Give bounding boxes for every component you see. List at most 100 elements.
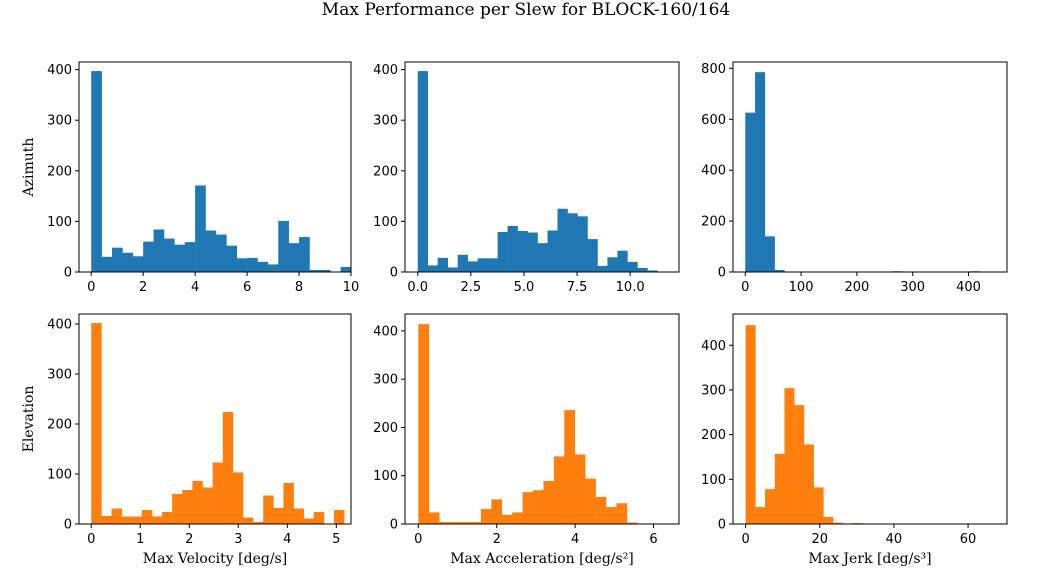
histogram-bar xyxy=(232,472,244,524)
histogram-bar xyxy=(236,258,248,272)
histogram-bar xyxy=(226,245,237,272)
histogram-bar xyxy=(784,388,795,524)
x-tick-label: 20 xyxy=(811,532,828,547)
y-tick-label: 100 xyxy=(47,215,72,230)
x-tick-label: 7.5 xyxy=(567,280,588,295)
histogram-bar xyxy=(794,405,805,524)
histogram-bar xyxy=(764,236,775,272)
histogram-bar xyxy=(637,267,648,272)
histogram-bar xyxy=(626,522,638,524)
histogram-bar xyxy=(577,216,588,272)
histogram-bar xyxy=(745,325,756,524)
histogram-bar xyxy=(293,508,304,524)
histogram-bar xyxy=(205,230,217,272)
histogram-bar xyxy=(101,516,112,524)
x-tick-label: 2 xyxy=(185,532,193,547)
histogram-bar xyxy=(437,257,448,272)
x-tick-label: 6 xyxy=(649,532,657,547)
histogram-bar xyxy=(111,508,122,524)
histogram-bar xyxy=(447,267,458,272)
histogram-bar xyxy=(460,522,471,524)
histogram-bar xyxy=(141,510,153,524)
y-tick-label: 100 xyxy=(47,468,72,483)
y-axis-label: Elevation xyxy=(21,386,37,453)
histogram-bar xyxy=(745,112,756,273)
x-tick-label: 10.0 xyxy=(616,280,645,295)
x-tick-label: 0 xyxy=(741,532,749,547)
x-tick-label: 6 xyxy=(243,280,251,295)
histogram-bar xyxy=(303,518,315,524)
histogram-bar xyxy=(222,412,234,524)
histogram-bar xyxy=(195,185,206,272)
x-tick-label: 4 xyxy=(571,532,579,547)
x-tick-label: 2.5 xyxy=(461,280,482,295)
histogram-bar xyxy=(253,522,264,524)
y-tick-label: 100 xyxy=(701,473,726,488)
histogram-bar xyxy=(427,265,439,272)
y-tick-label: 100 xyxy=(373,215,398,230)
x-tick-label: 0.0 xyxy=(407,280,428,295)
y-axis-label: Azimuth xyxy=(21,138,37,198)
histogram-bar xyxy=(162,512,173,524)
histogram-bar xyxy=(512,512,523,524)
histogram-bar xyxy=(174,244,186,272)
histogram-bar xyxy=(543,481,555,524)
histogram-bar xyxy=(111,247,123,272)
histogram-bar xyxy=(273,508,284,524)
histogram-bar xyxy=(627,261,638,272)
histogram-bar xyxy=(418,324,430,524)
histogram-bar xyxy=(457,254,468,272)
histogram-bar xyxy=(257,261,269,272)
histogram-bar xyxy=(449,522,461,524)
histogram-bar xyxy=(833,522,844,524)
x-tick-label: 5 xyxy=(332,532,340,547)
y-tick-label: 200 xyxy=(701,428,726,443)
y-tick-label: 400 xyxy=(47,318,72,333)
histogram-bar xyxy=(122,252,134,272)
y-tick-label: 0 xyxy=(390,266,398,281)
y-tick-label: 100 xyxy=(373,469,398,484)
x-tick-label: 400 xyxy=(956,280,981,295)
y-tick-label: 400 xyxy=(373,324,398,339)
histogram-bar xyxy=(497,232,508,272)
histogram-bar xyxy=(470,522,482,524)
y-tick-label: 400 xyxy=(373,63,398,78)
y-tick-label: 200 xyxy=(47,418,72,433)
y-tick-label: 400 xyxy=(701,339,726,354)
x-tick-label: 3 xyxy=(234,532,242,547)
y-tick-label: 300 xyxy=(47,368,72,383)
x-axis-label: Max Acceleration [deg/s²] xyxy=(450,551,634,567)
histogram-bar xyxy=(184,242,196,272)
histogram-bar xyxy=(467,261,478,272)
y-tick-label: 200 xyxy=(373,164,398,179)
axes-frame xyxy=(404,61,680,273)
histogram-bar xyxy=(309,269,321,272)
histogram-bar xyxy=(517,231,528,272)
y-tick-label: 0 xyxy=(390,518,398,533)
y-tick-label: 800 xyxy=(701,62,726,77)
histogram-bar xyxy=(132,256,144,272)
histogram-bar xyxy=(607,257,618,272)
histogram-bar xyxy=(334,510,345,524)
figure-title: Max Performance per Slew for BLOCK-160/1… xyxy=(321,0,731,20)
histogram-bar xyxy=(533,490,544,524)
histogram-bar xyxy=(417,71,429,273)
histogram-bar xyxy=(153,229,165,272)
x-tick-label: 0 xyxy=(741,280,749,295)
x-tick-label: 300 xyxy=(900,280,925,295)
histogram-bar xyxy=(507,225,518,272)
x-axis-label: Max Velocity [deg/s] xyxy=(143,551,287,567)
y-tick-label: 400 xyxy=(47,63,72,78)
histogram-bar xyxy=(151,516,163,524)
histogram-bar xyxy=(564,410,576,524)
histogram-bar xyxy=(547,230,558,272)
histogram-bar xyxy=(263,495,274,524)
histogram-bar xyxy=(202,487,213,524)
y-tick-label: 600 xyxy=(701,113,726,128)
histogram-bar xyxy=(585,478,596,524)
y-tick-label: 200 xyxy=(47,164,72,179)
histogram-bar xyxy=(313,512,325,524)
histogram-bar xyxy=(428,512,440,524)
x-tick-label: 0 xyxy=(87,280,95,295)
